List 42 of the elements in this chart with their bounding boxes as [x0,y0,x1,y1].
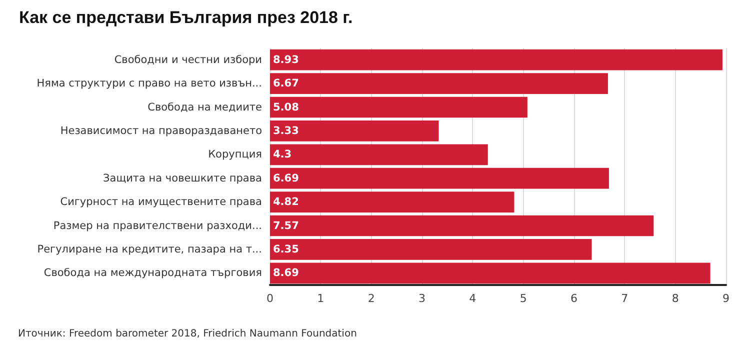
data-label: 6.67 [273,78,299,90]
y-tick-label: Корупция [208,148,262,161]
bar [270,73,608,94]
bar [270,96,528,118]
x-tick-label: 7 [621,292,628,305]
data-label: 6.35 [273,243,299,256]
x-tick-label: 4 [469,292,476,305]
y-tick-label: Сигурност на имуществените права [60,196,262,208]
data-label: 8.69 [273,267,299,280]
y-tick-label: Свобода на медиите [148,101,262,114]
bar [270,192,514,212]
y-tick-label: Защита на човешките права [103,172,262,184]
x-tick-label: 8 [672,292,679,305]
x-tick-label: 1 [317,292,324,305]
data-label: 7.57 [273,220,299,232]
y-tick-label: Няма структури с право на вето извън... [36,78,262,90]
bar [270,215,654,236]
data-label: 8.93 [273,54,299,66]
x-tick-label: 6 [570,292,578,305]
bar [270,49,722,70]
x-tick-label: 0 [266,292,274,305]
data-label: 6.69 [273,172,299,184]
bar [270,168,609,189]
bar [270,239,592,260]
x-tick-label: 3 [418,292,426,305]
y-tick-label: Регулиране на кредитите, пазара на т... [37,243,262,256]
x-tick-label: 2 [368,292,375,305]
y-tick-label: Свобода на международната търговия [44,267,262,280]
data-label: 4.3 [273,148,292,161]
y-tick-label: Независимост на правораздаването [60,124,262,137]
text: Иточник: Freedom barometer 2018, Friedrich Naumann Foundation [18,328,357,340]
bar [270,144,488,166]
chart-title: Как се представи България през 2018 г. [19,8,353,27]
y-tick-label: Свободни и честни избори [114,54,262,66]
bar [270,262,710,284]
data-label: 3.33 [273,124,299,137]
data-label: 4.82 [273,196,299,208]
data-label: 5.08 [273,101,299,114]
x-tick-label: 9 [722,292,730,305]
x-tick-label: 5 [520,292,527,305]
y-tick-label: Размер на правителствени разходи... [53,220,262,232]
bar [270,120,439,142]
